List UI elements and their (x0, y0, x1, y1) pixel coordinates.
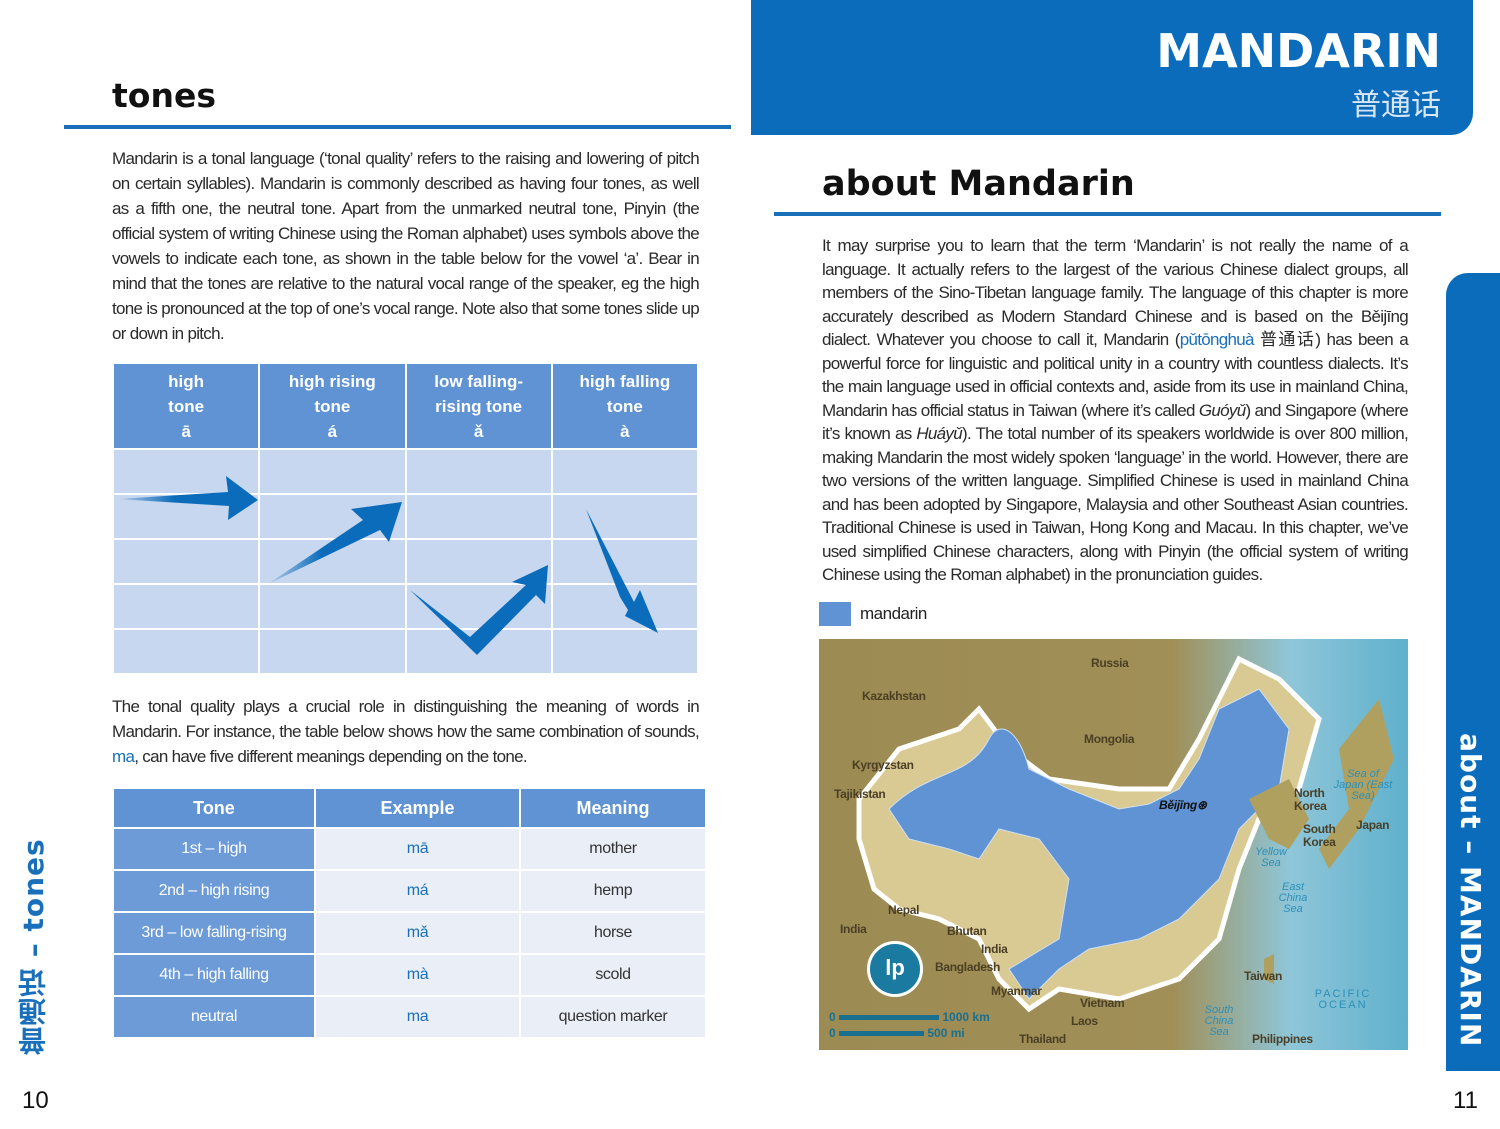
intro-paragraph: Mandarin is a tonal language (‘tonal qua… (112, 149, 700, 343)
about-paragraph: It may surprise you to learn that the te… (822, 236, 1409, 584)
tone-cell: 3rd – low falling-rising (114, 913, 314, 953)
tone-cell: 4th – high falling (114, 955, 314, 995)
map-legend: mandarin (819, 601, 1408, 627)
sea-label: Yellow Sea (1255, 845, 1287, 869)
map-label: Japan (1356, 817, 1390, 832)
map-label: Taiwan (1244, 968, 1282, 983)
mandarin-region (888, 687, 1290, 1000)
map-shapes (856, 655, 1394, 1012)
map-label: Tajikistan (834, 786, 886, 801)
tone-header: low falling-rising tone ǎ (406, 364, 551, 448)
legend-swatch (819, 601, 851, 626)
page-number: 10 (22, 1087, 49, 1114)
meaning-cell: horse (521, 913, 705, 953)
map-label: Bangladesh (935, 959, 1001, 974)
high-falling-arrow (586, 509, 658, 633)
meaning-cell: hemp (521, 871, 705, 911)
page-title: tones (112, 76, 216, 115)
meaning-cell: mother (521, 829, 705, 869)
right-column: It may surprise you to learn that the te… (819, 234, 1409, 1050)
sea-label: Sea of Japan (East Sea) (1333, 767, 1393, 802)
scale-bar: 0 1000 km 0 500 mi (829, 1009, 990, 1040)
meaning-cell: question marker (521, 997, 705, 1037)
map-label: India (840, 921, 867, 936)
tone-paragraph: The tonal quality plays a crucial role i… (112, 697, 700, 766)
table-row: neutral ma question marker (114, 997, 705, 1037)
example-cell: mǎ (316, 913, 519, 953)
map-label: India (981, 941, 1008, 956)
map-label: Bhutan (947, 923, 987, 938)
table-row: 1st – high mā mother (114, 829, 705, 869)
table-row: 3rd – low falling-rising mǎ horse (114, 913, 705, 953)
left-column: Mandarin is a tonal language (‘tonal qua… (112, 146, 708, 1039)
map: Russia Kazakhstan Mongolia Kyrgyzstan Ta… (819, 638, 1408, 1050)
example-cell: mà (316, 955, 519, 995)
high-rising-arrow (268, 502, 402, 584)
legend-label: mandarin (860, 603, 927, 623)
col-header: Example (316, 789, 519, 827)
title-rule (64, 125, 731, 129)
tone-cell: neutral (114, 997, 314, 1037)
example-cell: mā (316, 829, 519, 869)
map-label: Kazakhstan (862, 688, 926, 703)
chapter-title-chinese: 普通话 (1351, 89, 1441, 122)
table-row: 2nd – high rising má hemp (114, 871, 705, 911)
map-label: Myanmar (991, 983, 1042, 998)
capital-label: Běijīng⊛ (1159, 797, 1207, 812)
tone-chart: high tone ā high rising tone á low falling… (112, 362, 699, 675)
chapter-header: MANDARIN 普通话 (751, 0, 1473, 135)
side-tab-label: about – MANDARIN (1454, 733, 1487, 1048)
map-label: Mongolia (1084, 731, 1135, 746)
map-label: Kyrgyzstan (852, 757, 914, 772)
tone-header: high rising tone á (260, 364, 405, 448)
tone-chart-wrapper: high tone ā high rising tone á low falling… (112, 362, 699, 673)
map-label: Thailand (1019, 1031, 1066, 1046)
map-label: Philippines (1252, 1031, 1313, 1046)
lp-logo-compass-icon: lp (867, 940, 923, 997)
chapter-title: MANDARIN (1156, 24, 1441, 78)
title-rule (774, 212, 1441, 216)
tone-cell: 1st – high (114, 829, 314, 869)
korea-japan (1249, 698, 1394, 984)
map-label: Vietnam (1080, 995, 1125, 1010)
side-tab-left: 普通话 – tones (17, 838, 50, 1055)
tone-header: high falling tone à (552, 364, 697, 448)
section-title: about Mandarin (822, 164, 1135, 204)
map-label: Russia (1091, 655, 1129, 670)
meaning-table: Tone Example Meaning 1st – high mā mother … (112, 787, 707, 1039)
example-cell: ma (316, 997, 519, 1037)
tone-cell: 2nd – high rising (114, 871, 314, 911)
map-label: South Korea (1303, 821, 1336, 849)
example-cell: má (316, 871, 519, 911)
high-tone-arrow (118, 476, 258, 520)
tone-header: high tone ā (114, 364, 259, 448)
map-label: North Korea (1294, 785, 1327, 813)
page-number: 11 (1453, 1087, 1478, 1114)
table-row: 4th – high falling mà scold (114, 955, 705, 995)
map-label: Laos (1071, 1013, 1098, 1028)
sea-label: East China Sea (1278, 880, 1308, 915)
col-header: Meaning (521, 789, 705, 827)
side-tab-right: about – MANDARIN (1446, 273, 1500, 1071)
col-header: Tone (114, 789, 314, 827)
sea-label: South China Sea (1204, 1003, 1234, 1038)
map-label: Nepal (888, 902, 920, 917)
low-falling-rising-arrow (410, 565, 548, 655)
tone-arrows (118, 476, 658, 655)
meaning-cell: scold (521, 955, 705, 995)
sea-label: PACIFIC OCEAN (1314, 987, 1372, 1011)
